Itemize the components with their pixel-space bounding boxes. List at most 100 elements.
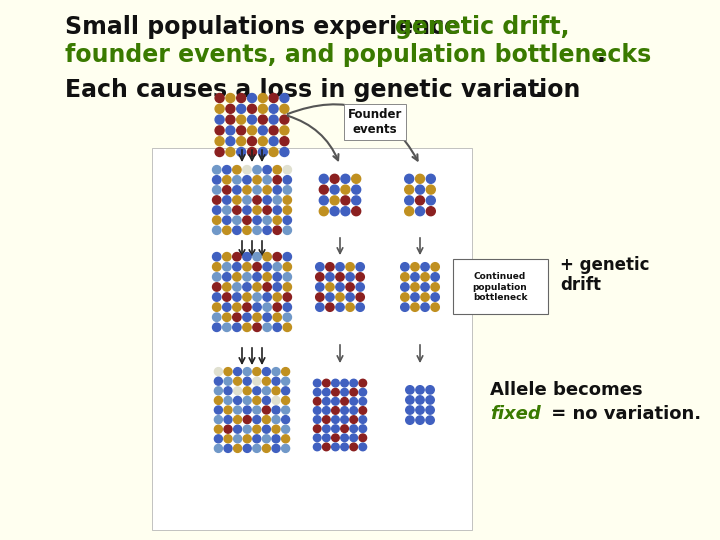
Circle shape bbox=[269, 126, 278, 135]
Circle shape bbox=[272, 435, 280, 443]
Circle shape bbox=[212, 186, 221, 194]
Circle shape bbox=[215, 93, 224, 103]
Circle shape bbox=[282, 377, 289, 385]
Circle shape bbox=[212, 283, 221, 291]
Circle shape bbox=[313, 407, 321, 414]
Circle shape bbox=[431, 303, 439, 312]
Circle shape bbox=[215, 137, 224, 146]
Circle shape bbox=[212, 216, 221, 224]
Circle shape bbox=[313, 379, 321, 387]
Circle shape bbox=[282, 396, 289, 404]
Circle shape bbox=[253, 406, 261, 414]
Circle shape bbox=[319, 185, 328, 194]
Circle shape bbox=[319, 207, 328, 215]
Circle shape bbox=[410, 283, 419, 291]
Circle shape bbox=[426, 396, 434, 404]
Circle shape bbox=[248, 126, 256, 135]
Circle shape bbox=[323, 425, 330, 433]
Circle shape bbox=[341, 416, 348, 423]
Circle shape bbox=[400, 303, 409, 312]
Circle shape bbox=[269, 115, 278, 124]
Circle shape bbox=[356, 273, 364, 281]
Circle shape bbox=[280, 137, 289, 146]
Circle shape bbox=[258, 147, 267, 157]
Circle shape bbox=[346, 283, 354, 291]
Circle shape bbox=[215, 425, 222, 433]
Circle shape bbox=[237, 115, 246, 124]
Circle shape bbox=[272, 368, 280, 376]
Circle shape bbox=[262, 396, 271, 404]
Circle shape bbox=[215, 368, 222, 376]
Circle shape bbox=[233, 444, 242, 453]
Circle shape bbox=[283, 253, 292, 261]
Circle shape bbox=[400, 262, 409, 271]
Circle shape bbox=[243, 425, 251, 433]
Circle shape bbox=[243, 293, 251, 301]
Circle shape bbox=[222, 273, 231, 281]
Circle shape bbox=[325, 283, 334, 291]
Circle shape bbox=[426, 207, 436, 215]
Circle shape bbox=[273, 293, 282, 301]
Circle shape bbox=[212, 176, 221, 184]
Circle shape bbox=[237, 104, 246, 113]
Circle shape bbox=[233, 206, 241, 214]
Circle shape bbox=[233, 323, 241, 332]
Circle shape bbox=[315, 273, 324, 281]
Circle shape bbox=[280, 147, 289, 157]
Bar bbox=[152, 148, 472, 530]
Circle shape bbox=[258, 126, 267, 135]
Circle shape bbox=[332, 407, 339, 414]
Circle shape bbox=[336, 262, 344, 271]
Circle shape bbox=[222, 226, 231, 234]
Circle shape bbox=[332, 425, 339, 433]
Circle shape bbox=[325, 293, 334, 301]
Circle shape bbox=[233, 368, 242, 376]
Circle shape bbox=[323, 407, 330, 414]
Text: .: . bbox=[535, 78, 544, 102]
Circle shape bbox=[226, 137, 235, 146]
Circle shape bbox=[212, 313, 221, 321]
Circle shape bbox=[237, 147, 246, 157]
Circle shape bbox=[350, 425, 358, 433]
Circle shape bbox=[269, 137, 278, 146]
Circle shape bbox=[224, 444, 232, 453]
Text: = no variation.: = no variation. bbox=[545, 405, 701, 423]
Circle shape bbox=[272, 425, 280, 433]
Circle shape bbox=[319, 174, 328, 183]
Circle shape bbox=[313, 397, 321, 405]
Circle shape bbox=[273, 186, 282, 194]
Circle shape bbox=[313, 443, 321, 451]
Circle shape bbox=[258, 137, 267, 146]
Circle shape bbox=[222, 216, 231, 224]
Circle shape bbox=[215, 104, 224, 113]
Circle shape bbox=[420, 283, 429, 291]
Circle shape bbox=[282, 368, 289, 376]
Circle shape bbox=[212, 303, 221, 312]
Circle shape bbox=[215, 115, 224, 124]
Circle shape bbox=[336, 283, 344, 291]
Circle shape bbox=[416, 406, 424, 414]
Circle shape bbox=[350, 434, 358, 442]
Circle shape bbox=[262, 416, 271, 423]
Circle shape bbox=[359, 388, 366, 396]
Circle shape bbox=[253, 313, 261, 321]
Circle shape bbox=[283, 323, 292, 332]
Circle shape bbox=[215, 126, 224, 135]
Circle shape bbox=[258, 115, 267, 124]
Circle shape bbox=[415, 174, 425, 183]
Circle shape bbox=[253, 377, 261, 385]
Circle shape bbox=[313, 416, 321, 423]
Circle shape bbox=[237, 137, 246, 146]
Circle shape bbox=[325, 273, 334, 281]
Circle shape bbox=[341, 207, 350, 215]
Circle shape bbox=[224, 368, 232, 376]
Circle shape bbox=[341, 434, 348, 442]
Circle shape bbox=[313, 434, 321, 442]
Circle shape bbox=[226, 93, 235, 103]
Circle shape bbox=[283, 216, 292, 224]
Circle shape bbox=[222, 186, 231, 194]
Circle shape bbox=[263, 216, 271, 224]
Circle shape bbox=[332, 416, 339, 423]
Circle shape bbox=[212, 273, 221, 281]
Circle shape bbox=[336, 303, 344, 312]
